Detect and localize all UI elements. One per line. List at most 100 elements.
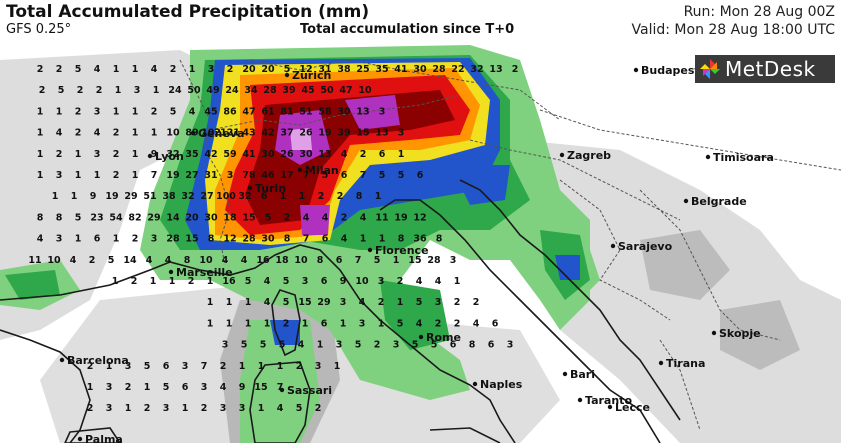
precip-value: 5: [75, 64, 82, 75]
precip-value: 36: [413, 234, 427, 245]
precip-value: 3: [106, 382, 113, 393]
precip-value: 1: [393, 255, 400, 266]
precip-value: 2: [132, 234, 139, 245]
precip-value: 5: [379, 170, 386, 181]
precip-value: 41: [394, 64, 407, 75]
precip-value: 5: [374, 255, 381, 266]
precip-value: 3: [208, 64, 215, 75]
metdesk-pinwheel-icon: [695, 55, 725, 83]
precip-value: 2: [360, 149, 367, 160]
precip-value: 13: [375, 128, 388, 139]
precip-value: 13: [356, 106, 369, 117]
precip-value: 2: [131, 276, 138, 287]
precip-value: 2: [113, 149, 120, 160]
precip-value: 24: [225, 85, 239, 96]
precip-value: 4: [94, 128, 101, 139]
precip-value: 1: [360, 234, 367, 245]
precip-value: 4: [241, 255, 248, 266]
precip-value: 6: [163, 361, 170, 372]
city-dot-belgrade: [683, 198, 689, 204]
precip-value: 4: [359, 297, 366, 308]
city-label-marseille: Marseille: [176, 266, 233, 279]
city-label-tirana: Tirana: [666, 357, 705, 370]
shade-grey-patch-2: [720, 300, 800, 370]
shade-lightpurple: [290, 128, 312, 150]
city-label-palma: Palma: [85, 433, 123, 443]
shade-darkgreen-west: [5, 270, 60, 300]
precip-value: 8: [317, 255, 324, 266]
precip-value: 1: [144, 382, 151, 393]
city-label-zagreb: Zagreb: [567, 149, 611, 162]
precip-value: 2: [144, 403, 151, 414]
precipitation-map: 2 2 5 4 1 1 4 2 1 3 2 20 20 5 12 31 38 25 35 41 30 28 22 32 13 22…: [0, 40, 841, 443]
precip-value: 10: [199, 255, 213, 266]
palma-outline: [64, 427, 121, 443]
precip-value: 1: [317, 340, 324, 351]
precip-value: 4: [416, 318, 423, 329]
precip-value: 1: [169, 276, 176, 287]
model-label: GFS 0.25°: [6, 22, 72, 37]
precip-value: 5: [355, 340, 362, 351]
precip-value: 27: [185, 170, 198, 181]
precip-value: 8: [37, 212, 44, 223]
border-bosnia: [559, 179, 671, 321]
precip-value: 54: [109, 212, 123, 223]
precip-value: 5: [170, 106, 177, 117]
precip-value: 24: [168, 85, 182, 96]
precip-value: 1: [71, 191, 78, 202]
geography-lines: [0, 59, 841, 443]
precip-value: 81: [280, 106, 293, 117]
city-label-turin: Turin: [255, 182, 286, 195]
city-dot-rome: [418, 334, 424, 340]
precip-value: 2: [374, 340, 381, 351]
precip-value: 6: [322, 234, 329, 245]
precip-value: 14: [123, 255, 137, 266]
city-label-belgrade: Belgrade: [691, 195, 747, 208]
precip-value: 47: [339, 85, 352, 96]
precip-value: 3: [315, 361, 322, 372]
precip-value: 7: [360, 170, 367, 181]
coastline-spain: [0, 329, 91, 443]
precip-value: 1: [299, 191, 306, 202]
precip-value: 3: [340, 297, 347, 308]
precip-value: 58: [318, 106, 332, 117]
precip-value: 45: [204, 106, 217, 117]
precip-value: 2: [227, 64, 234, 75]
shade-blue-adriatic: [450, 165, 510, 205]
brand-name: MetDesk: [725, 57, 816, 81]
precip-value: 3: [220, 403, 227, 414]
precip-value: 16: [256, 255, 270, 266]
precip-value: 1: [226, 318, 233, 329]
precip-value: 19: [394, 212, 407, 223]
precip-value: 1: [113, 106, 120, 117]
shade-blue-corsica: [270, 320, 300, 345]
precip-value: 32: [470, 64, 483, 75]
precip-value: 32: [238, 191, 251, 202]
city-label-geneva: Geneva: [198, 127, 244, 140]
precip-value: 3: [163, 403, 170, 414]
precip-value: 5: [283, 276, 290, 287]
border-hungary: [539, 109, 841, 171]
coastline-balkans: [459, 179, 681, 421]
precip-value: 4: [341, 149, 348, 160]
precip-value: 2: [454, 318, 461, 329]
city-dot-tirana: [658, 360, 664, 366]
header: Total Accumulated Precipitation (mm) GFS…: [0, 0, 841, 40]
precip-value: 32: [166, 149, 179, 160]
precip-value: 5: [412, 340, 419, 351]
precip-value: 17: [280, 170, 293, 181]
precip-value: 2: [56, 149, 63, 160]
coastline-france-italy: [0, 244, 516, 443]
precip-value: 20: [261, 64, 275, 75]
precip-value: 2: [454, 297, 461, 308]
precip-value: 61: [261, 106, 274, 117]
border-swiss-italy: [209, 94, 461, 131]
precip-value: 3: [222, 340, 229, 351]
precip-value: 42: [204, 149, 217, 160]
precip-value: 5: [163, 382, 170, 393]
precip-value: 28: [263, 85, 277, 96]
precip-value: 6: [336, 255, 343, 266]
precip-value: 5: [416, 297, 423, 308]
precip-value: 30: [299, 149, 313, 160]
